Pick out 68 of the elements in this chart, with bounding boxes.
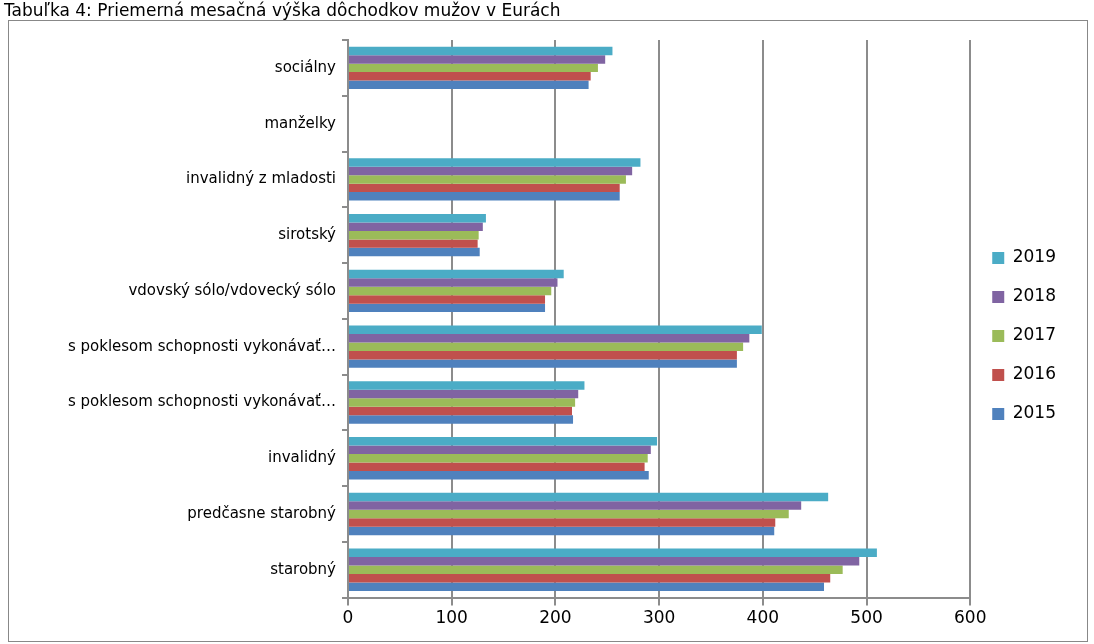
bar (349, 492, 829, 502)
bar (349, 518, 776, 527)
y-tick-label: sirotský (278, 225, 337, 244)
legend-label: 2017 (1012, 324, 1056, 345)
bar (349, 46, 613, 56)
bar (349, 213, 486, 223)
y-tick-label: vdovský sólo/vdovecký sólo (128, 280, 336, 299)
legend-label: 2016 (1012, 363, 1056, 384)
bar (349, 470, 649, 480)
bar (349, 303, 546, 313)
bar (349, 415, 574, 424)
y-tick-label: s poklesom schopnosti vykonávať… (67, 336, 336, 355)
bar (349, 286, 552, 296)
legend-label: 2018 (1012, 285, 1056, 306)
y-tick-label: invalidný (268, 448, 337, 467)
bar (349, 453, 648, 463)
bar (349, 406, 573, 416)
bar (349, 557, 860, 566)
y-tick-label: predčasne starobný (187, 503, 337, 522)
bar (349, 389, 579, 399)
bar (349, 350, 737, 360)
bar (349, 72, 591, 81)
bar (349, 582, 825, 591)
bar (349, 158, 641, 167)
bar (349, 342, 744, 351)
x-tick-label: 100 (435, 607, 468, 628)
bar (349, 55, 606, 64)
legend-label: 2019 (1012, 246, 1056, 267)
x-tick-label: 200 (539, 607, 572, 628)
bar (349, 509, 789, 519)
bar (349, 462, 645, 471)
bar (349, 192, 620, 201)
y-tick-label: invalidný z mladosti (186, 169, 336, 188)
bar (349, 239, 478, 248)
bar (349, 269, 564, 279)
bar (349, 333, 750, 343)
y-tick-label: starobný (270, 559, 337, 578)
bar (349, 381, 585, 390)
bar (349, 63, 598, 73)
bar (349, 398, 576, 407)
bar (349, 183, 620, 193)
y-tick-label: manželky (264, 113, 337, 132)
bar (349, 437, 658, 446)
bar (349, 80, 589, 90)
bar (349, 548, 877, 558)
x-tick-label: 300 (642, 607, 676, 628)
bar (349, 526, 775, 536)
bar (349, 166, 633, 176)
y-tick-label: sociálny (274, 57, 337, 76)
bar (349, 222, 483, 231)
bar (349, 175, 626, 184)
x-tick-label: 400 (746, 607, 780, 628)
bar (349, 445, 651, 454)
bar (349, 565, 843, 574)
x-tick-label: 600 (954, 607, 987, 628)
bar (349, 247, 480, 257)
x-tick-label: 0 (342, 607, 354, 628)
bar (349, 359, 737, 368)
y-tick-label: s poklesom schopnosti vykonávať… (67, 392, 336, 411)
bar (349, 295, 546, 304)
bar (349, 325, 762, 334)
bar (349, 230, 479, 240)
chart-title: Tabuľka 4: Priemerná mesačná výška dôchodkov mužov v Eurách (4, 0, 561, 20)
bar (349, 278, 558, 287)
bar (349, 573, 831, 583)
legend-label: 2015 (1012, 402, 1056, 423)
bar (349, 501, 802, 510)
x-tick-label: 500 (850, 607, 883, 628)
